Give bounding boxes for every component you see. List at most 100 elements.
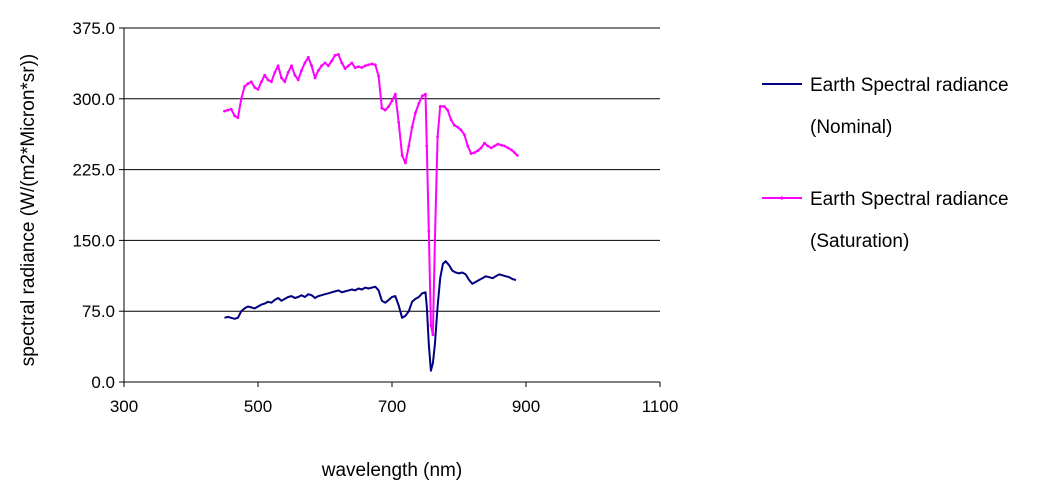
series-point-saturation — [479, 146, 483, 150]
series-point-saturation — [347, 64, 350, 68]
series-point-saturation — [229, 107, 233, 111]
x-tick-label: 300 — [110, 397, 138, 416]
series-point-saturation — [506, 146, 510, 150]
series-point-saturation — [266, 78, 270, 82]
series-point-saturation — [306, 55, 310, 59]
series-point-saturation — [276, 64, 280, 68]
series-point-saturation — [431, 333, 435, 337]
series-point-saturation — [337, 53, 340, 56]
series-point-saturation — [239, 97, 243, 101]
series-point-saturation — [420, 94, 424, 98]
series-point-saturation — [503, 144, 506, 148]
series-point-saturation — [270, 80, 273, 84]
series-point-saturation — [286, 71, 290, 74]
series-point-saturation — [390, 99, 394, 103]
series-point-saturation — [350, 61, 354, 65]
series-point-saturation — [433, 239, 437, 242]
legend-label-saturation-line2: (Saturation) — [810, 231, 909, 252]
series-point-saturation — [340, 61, 344, 65]
series-point-saturation — [387, 105, 391, 108]
series-point-saturation — [263, 73, 267, 77]
series-point-saturation — [427, 229, 431, 233]
series-point-saturation — [327, 64, 330, 68]
series-point-saturation — [333, 54, 337, 57]
series-point-saturation — [290, 64, 293, 68]
legend: Earth Spectral radiance (Nominal) Earth … — [762, 75, 1009, 252]
series-point-saturation — [483, 141, 486, 145]
series-point-saturation — [493, 144, 496, 148]
series-line-nominal — [224, 260, 517, 372]
legend-label-saturation-line1: Earth Spectral radiance — [810, 189, 1009, 210]
series-point-saturation — [442, 105, 446, 108]
y-axis-label: spectral radiance (W/(m2*Micron*sr)) — [18, 54, 39, 367]
series-point-saturation — [438, 105, 442, 108]
series-point-saturation — [425, 144, 429, 148]
series-point-saturation — [360, 66, 364, 69]
series-point-saturation — [236, 116, 240, 120]
series-point-saturation — [489, 146, 493, 150]
series-point-saturation — [400, 154, 404, 157]
series-point-saturation — [414, 111, 417, 115]
y-tick-label: 150.0 — [72, 231, 115, 250]
series-point-saturation — [380, 106, 384, 110]
series-point-saturation — [303, 61, 307, 65]
series-point-saturation — [383, 108, 387, 112]
series-point-saturation — [296, 78, 300, 82]
axes — [119, 27, 661, 387]
series-point-saturation — [452, 123, 456, 127]
series-point-saturation — [486, 144, 490, 148]
series-point-saturation — [280, 76, 283, 80]
series-point-saturation — [393, 92, 397, 96]
series-line-saturation — [224, 53, 519, 336]
series-point-saturation — [320, 64, 323, 68]
series-point-saturation — [404, 161, 407, 165]
series-point-saturation — [496, 142, 500, 146]
series-point-saturation — [463, 133, 466, 137]
x-tick-label: 700 — [378, 397, 406, 416]
series-point-saturation — [499, 143, 503, 147]
series-point-saturation — [316, 69, 320, 72]
series-point-saturation — [473, 151, 476, 155]
series-point-saturation — [377, 74, 380, 78]
y-tick-label: 75.0 — [82, 302, 115, 321]
series-point-saturation — [273, 71, 277, 74]
series-point-saturation — [407, 144, 411, 148]
series-point-saturation — [253, 86, 257, 89]
y-tick-label: 225.0 — [72, 161, 115, 180]
series-point-saturation — [417, 102, 421, 105]
grid-lines — [124, 27, 660, 312]
x-tick-labels: 300 500 700 900 1100 — [110, 397, 678, 416]
x-tick-label: 900 — [512, 397, 540, 416]
series-point-saturation — [226, 108, 230, 112]
series-point-saturation — [256, 88, 260, 91]
x-axis-label: wavelength (nm) — [321, 460, 462, 481]
series-point-saturation — [233, 114, 237, 118]
series-point-saturation — [243, 85, 247, 88]
series-point-saturation — [367, 63, 370, 67]
series-point-saturation — [466, 144, 470, 148]
series-point-saturation — [343, 67, 347, 70]
x-tick-label: 1100 — [642, 397, 679, 416]
series-point-saturation — [323, 61, 327, 65]
x-tick-label: 500 — [244, 397, 272, 416]
y-tick-label: 300.0 — [72, 90, 115, 109]
series-point-saturation — [363, 64, 367, 68]
series-point-saturation — [476, 149, 480, 153]
series-point-saturation — [373, 63, 377, 67]
series-point-saturation — [370, 62, 374, 66]
y-tick-label: 0.0 — [91, 373, 115, 392]
series-point-saturation — [357, 65, 360, 69]
series-point-saturation — [283, 80, 287, 84]
series-point-saturation — [310, 64, 313, 68]
series-point-saturation — [456, 125, 460, 129]
series-point-saturation — [509, 148, 513, 152]
series-point-saturation — [246, 82, 250, 86]
series-point-saturation — [260, 80, 263, 84]
series-point-saturation — [249, 80, 253, 84]
series-point-saturation — [313, 76, 317, 80]
series-point-saturation — [436, 135, 439, 139]
series-point-saturation — [330, 59, 334, 63]
series-point-saturation — [300, 69, 303, 72]
series-point-saturation — [293, 73, 297, 77]
